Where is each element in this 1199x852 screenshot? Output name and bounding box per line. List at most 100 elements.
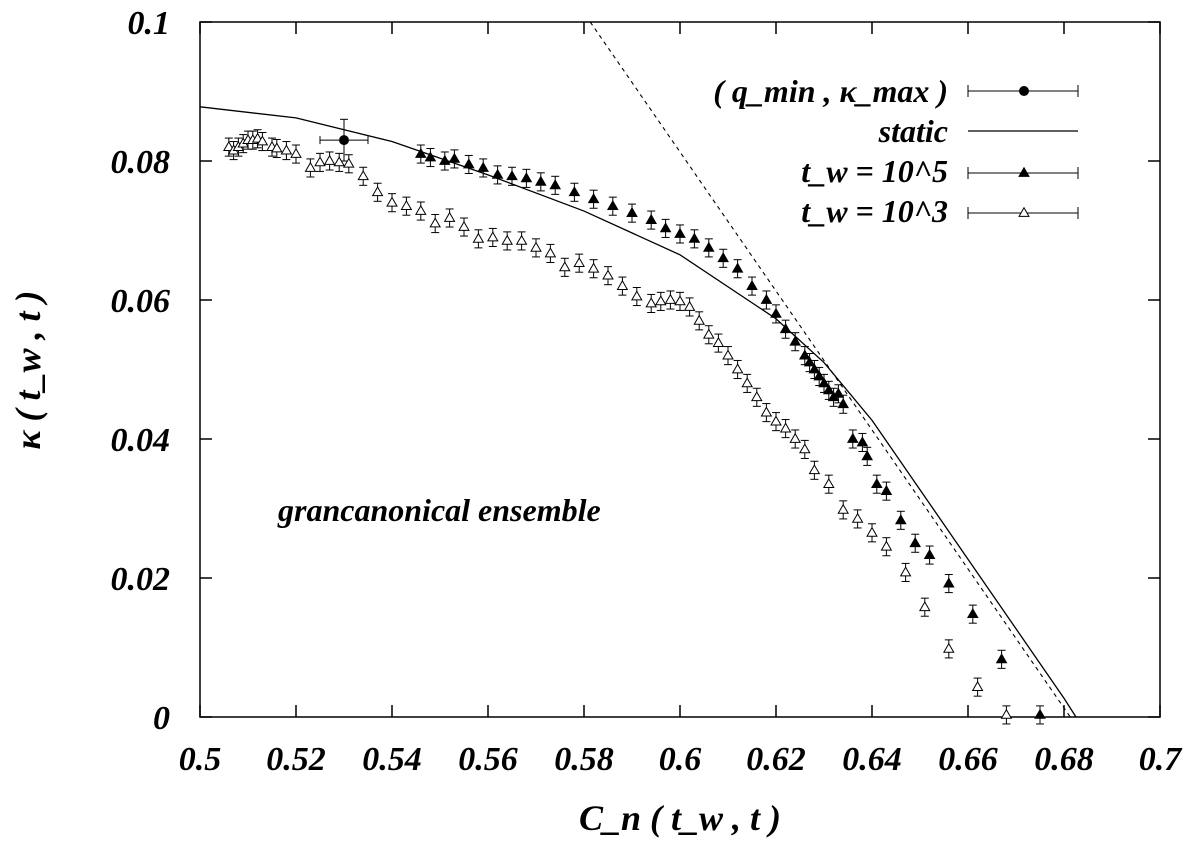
tw5-point <box>702 241 715 252</box>
tw3-point <box>530 241 542 252</box>
tw3-point <box>779 422 792 433</box>
legend-label-tw3: t_w = 10^3 <box>801 193 948 229</box>
tw3-point <box>371 186 384 197</box>
tw3-point <box>702 328 715 339</box>
tw5-point <box>818 377 830 388</box>
tw5-point <box>880 484 893 496</box>
tw3-point <box>942 642 955 653</box>
tw3-point <box>808 464 821 475</box>
tw5-point <box>424 151 437 162</box>
tw5-point <box>626 206 638 218</box>
tw3-point <box>683 300 696 311</box>
tw5-point <box>520 172 533 183</box>
tw3-point <box>798 443 811 454</box>
tw5-point <box>832 387 845 398</box>
tw5-point <box>813 370 826 381</box>
tw5-point <box>717 252 730 263</box>
tw5-point <box>779 322 792 334</box>
tw3-point <box>645 297 658 308</box>
y-tick-label: 0 <box>153 700 170 737</box>
qmin-point <box>339 135 349 146</box>
tw5-point <box>414 147 427 158</box>
tw5-point <box>491 168 504 179</box>
tw5-point <box>966 607 979 619</box>
tw5-point <box>894 514 907 525</box>
tw5-point <box>909 537 922 548</box>
x-tick-label: 0.56 <box>458 741 518 778</box>
x-tick-label: 0.52 <box>266 741 326 778</box>
tw5-point <box>870 477 883 489</box>
tw5-point <box>861 450 874 461</box>
tw3-point <box>722 349 734 360</box>
tw5-point <box>462 158 475 169</box>
tw3-point <box>414 204 427 215</box>
tw3-point <box>544 247 557 258</box>
x-tick-label: 0.54 <box>362 741 422 778</box>
tw3-point <box>602 269 614 280</box>
x-tick-label: 0.5 <box>179 741 222 778</box>
legend-label-static: static <box>878 113 948 149</box>
tw3-point <box>866 526 878 537</box>
tw5-point <box>438 154 451 165</box>
legend-marker-qmin <box>1019 86 1029 96</box>
legend-marker-tw3 <box>1018 206 1030 217</box>
tw3-point <box>342 157 355 168</box>
y-tick-labels: 0 0.02 0.04 0.06 0.08 0.1 <box>111 5 171 737</box>
tw3-point <box>558 261 571 272</box>
tw3-point <box>674 295 686 306</box>
x-tick-label: 0.58 <box>554 741 614 778</box>
tw3-point <box>971 680 984 691</box>
tw3-point <box>314 156 326 167</box>
tw3-point <box>472 232 485 243</box>
tw5-point <box>674 227 686 238</box>
y-tick-label: 0.04 <box>111 422 171 459</box>
tw3-point <box>918 600 931 612</box>
tw5-point <box>534 175 547 186</box>
tw5-point <box>688 232 701 243</box>
legend-samples <box>967 85 1079 219</box>
tw5-point <box>645 213 658 224</box>
legend: ( q_min , κ_max ) static t_w = 10^5 t_w … <box>713 73 1079 229</box>
tw3-point <box>616 279 629 290</box>
tw5-point <box>606 199 619 211</box>
tw3-point <box>515 234 528 245</box>
tw3-point <box>304 161 317 172</box>
markers <box>222 118 1046 725</box>
tw3-point <box>323 154 336 165</box>
x-tick-label: 0.68 <box>1034 741 1094 778</box>
tw3-point <box>880 540 893 551</box>
tw5-point <box>837 398 850 409</box>
tw5-point <box>477 161 490 172</box>
tw5-point <box>798 349 811 360</box>
tw5-point <box>942 577 955 588</box>
tw3-point <box>443 211 456 222</box>
x-tick-labels: 0.5 0.52 0.54 0.56 0.58 0.6 0.62 0.64 0.66 0.68 0.… <box>179 741 1184 778</box>
tw3-point <box>770 415 782 426</box>
tw3-point <box>741 377 754 388</box>
static-curve <box>200 106 1077 717</box>
tw3-point <box>664 293 677 304</box>
tw3-point <box>429 217 442 228</box>
tw5-point <box>995 653 1008 664</box>
tw3-point <box>750 391 763 402</box>
y-axis-label: κ ( t_w , t ) <box>8 290 48 449</box>
legend-marker-tw5 <box>1018 166 1030 177</box>
tw5-point <box>770 307 782 318</box>
tw5-point <box>568 186 581 197</box>
x-tick-label: 0.66 <box>938 741 998 778</box>
tw3-point <box>486 231 499 242</box>
y-tick-label: 0.06 <box>111 283 171 320</box>
tw3-point <box>573 256 586 268</box>
tw3-point <box>222 140 235 151</box>
x-tick-label: 0.62 <box>746 741 806 778</box>
tw3-point <box>851 512 864 523</box>
tw5-point <box>760 293 773 304</box>
tw3-point <box>1000 708 1013 719</box>
tw3-point <box>458 220 470 231</box>
curves <box>200 22 1077 717</box>
x-tick-label: 0.64 <box>842 741 902 778</box>
tw3-point <box>386 196 398 207</box>
tw3-point <box>654 295 667 306</box>
x-tick-label: 0.7 <box>1139 741 1184 778</box>
tw3-point <box>693 314 706 325</box>
